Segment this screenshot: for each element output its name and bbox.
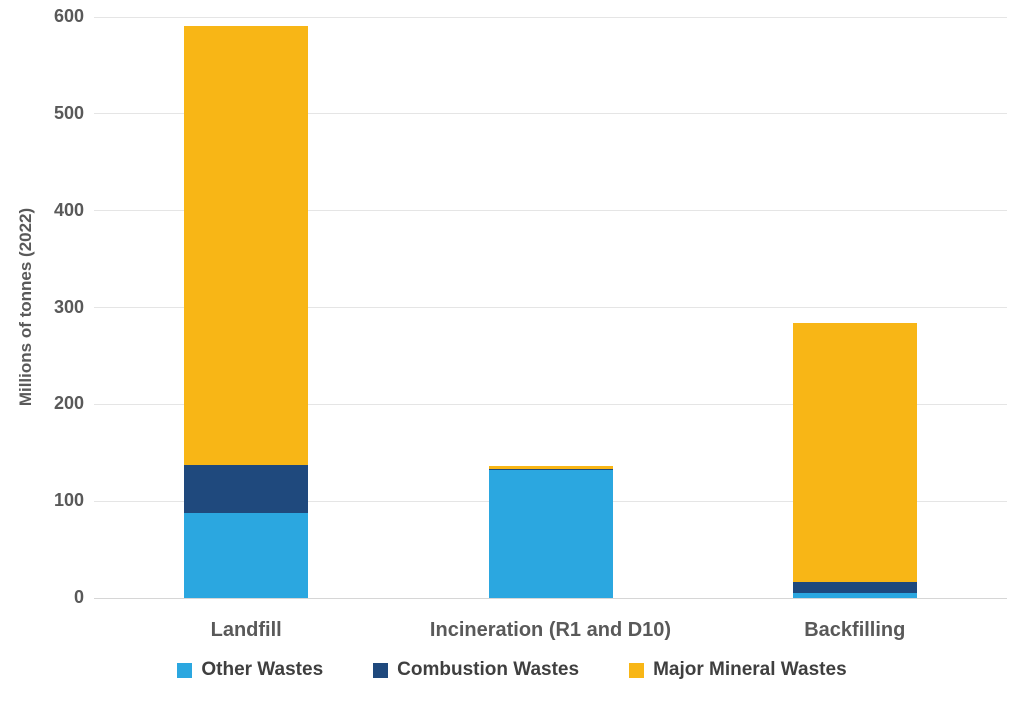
legend-item-other-wastes: Other Wastes: [177, 659, 323, 681]
legend-swatch-icon: [177, 662, 193, 678]
legend-swatch-icon: [629, 662, 645, 678]
x-label-backfilling: Backfilling: [804, 619, 906, 641]
bar-landfill: [184, 25, 309, 598]
segment-major-mineral-wastes: [488, 466, 613, 470]
x-label-incineration-r1-and-d10-: Incineration (R1 and D10): [429, 619, 672, 641]
gridline-300: [94, 307, 1007, 308]
bar-incineration-r1-and-d10-: [488, 466, 613, 598]
y-tick-label-600: 600: [53, 6, 84, 26]
gridline-500: [94, 113, 1007, 115]
legend-swatch-icon: [373, 662, 389, 678]
y-tick-label-400: 400: [53, 199, 84, 220]
segment-major-mineral-wastes: [792, 323, 917, 582]
y-tick-label-100: 100: [53, 490, 84, 511]
legend-item-combustion-wastes: Combustion Wastes: [373, 659, 579, 681]
y-tick-label-200: 200: [53, 393, 84, 414]
gridline-0: [94, 597, 1007, 599]
gridline-200: [94, 403, 1007, 405]
gridline-600: [94, 16, 1007, 18]
y-tick-label-300: 300: [53, 296, 84, 317]
segment-combustion-wastes: [184, 465, 309, 513]
segment-other-wastes: [792, 593, 917, 598]
legend-label: Combustion Wastes: [397, 659, 580, 680]
y-tick-label-500: 500: [53, 102, 84, 123]
segment-other-wastes: [184, 512, 309, 598]
y-tick-label-0: 0: [73, 587, 84, 607]
legend: Other Wastes Combustion Wastes Major Miner…: [0, 659, 1024, 681]
legend-label: Other Wastes: [201, 659, 324, 680]
segment-combustion-wastes: [488, 469, 613, 471]
segment-combustion-wastes: [792, 581, 917, 594]
segment-major-mineral-wastes: [184, 25, 309, 466]
legend-label: Major Mineral Wastes: [653, 659, 847, 680]
x-label-landfill: Landfill: [210, 619, 282, 641]
legend-item-major-mineral-wastes: Major Mineral Wastes: [629, 659, 847, 681]
segment-other-wastes: [488, 470, 613, 598]
bar-backfilling: [792, 323, 917, 598]
gridline-400: [94, 210, 1007, 212]
